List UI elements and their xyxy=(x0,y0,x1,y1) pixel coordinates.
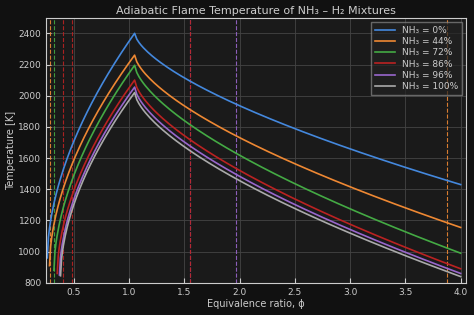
NH₃ = 0% xyxy=(109,66,114,70)
NH₃ = 86% xyxy=(204,149,210,153)
NH₃ = 86% xyxy=(259,180,264,184)
X-axis label: Equivalence ratio, ϕ: Equivalence ratio, ϕ xyxy=(207,300,305,309)
NH₃ = 100% xyxy=(204,160,210,163)
NH₃ = 72% xyxy=(458,251,464,255)
NH₃ = 86% xyxy=(111,108,117,112)
NH₃ = 44% xyxy=(408,208,413,212)
NH₃ = 96% xyxy=(261,187,266,191)
NH₃ = 44% xyxy=(85,127,91,131)
NH₃ = 100% xyxy=(132,91,137,94)
NH₃ = 96% xyxy=(112,115,118,118)
NH₃ = 100% xyxy=(58,274,64,278)
NH₃ = 100% xyxy=(112,119,118,123)
NH₃ = 100% xyxy=(261,192,266,195)
NH₃ = 100% xyxy=(458,275,464,278)
NH₃ = 0% xyxy=(458,183,464,186)
NH₃ = 100% xyxy=(259,190,264,194)
Line: NH₃ = 72%: NH₃ = 72% xyxy=(54,65,461,270)
NH₃ = 72% xyxy=(132,63,137,67)
NH₃ = 86% xyxy=(55,272,60,275)
NH₃ = 100% xyxy=(91,155,97,159)
NH₃ = 100% xyxy=(408,256,413,260)
NH₃ = 96% xyxy=(204,155,210,159)
Line: NH₃ = 100%: NH₃ = 100% xyxy=(61,93,461,277)
NH₃ = 44% xyxy=(204,118,210,122)
NH₃ = 86% xyxy=(132,78,137,82)
NH₃ = 44% xyxy=(109,86,115,90)
NH₃ = 0% xyxy=(45,256,50,260)
NH₃ = 0% xyxy=(132,32,137,35)
NH₃ = 96% xyxy=(458,272,464,275)
NH₃ = 44% xyxy=(132,53,137,57)
NH₃ = 72% xyxy=(261,166,266,170)
NH₃ = 86% xyxy=(90,146,95,150)
NH₃ = 44% xyxy=(46,264,52,267)
NH₃ = 0% xyxy=(408,167,413,171)
Y-axis label: Temperature [K]: Temperature [K] xyxy=(6,111,16,190)
Title: Adiabatic Flame Temperature of NH₃ – H₂ Mixtures: Adiabatic Flame Temperature of NH₃ – H₂ … xyxy=(116,6,396,15)
NH₃ = 72% xyxy=(408,232,413,236)
NH₃ = 96% xyxy=(56,273,62,277)
NH₃ = 44% xyxy=(458,226,464,229)
NH₃ = 96% xyxy=(132,85,137,89)
NH₃ = 86% xyxy=(261,181,266,185)
Line: NH₃ = 0%: NH₃ = 0% xyxy=(47,33,461,258)
NH₃ = 72% xyxy=(259,165,264,169)
NH₃ = 86% xyxy=(408,247,413,251)
NH₃ = 44% xyxy=(259,146,264,150)
NH₃ = 96% xyxy=(408,252,413,256)
NH₃ = 44% xyxy=(261,148,266,152)
NH₃ = 72% xyxy=(88,135,93,139)
NH₃ = 96% xyxy=(259,186,264,190)
NH₃ = 86% xyxy=(458,267,464,271)
NH₃ = 0% xyxy=(84,110,90,114)
Line: NH₃ = 96%: NH₃ = 96% xyxy=(59,87,461,275)
Line: NH₃ = 86%: NH₃ = 86% xyxy=(57,80,461,273)
NH₃ = 96% xyxy=(91,151,97,155)
NH₃ = 0% xyxy=(261,114,266,118)
NH₃ = 0% xyxy=(204,88,210,92)
NH₃ = 72% xyxy=(110,95,116,99)
NH₃ = 0% xyxy=(259,113,264,117)
Legend: NH₃ = 0%, NH₃ = 44%, NH₃ = 72%, NH₃ = 86%, NH₃ = 96%, NH₃ = 100%: NH₃ = 0%, NH₃ = 44%, NH₃ = 72%, NH₃ = 86… xyxy=(371,22,462,95)
Line: NH₃ = 44%: NH₃ = 44% xyxy=(49,55,461,266)
NH₃ = 72% xyxy=(51,268,57,272)
NH₃ = 72% xyxy=(204,134,210,138)
